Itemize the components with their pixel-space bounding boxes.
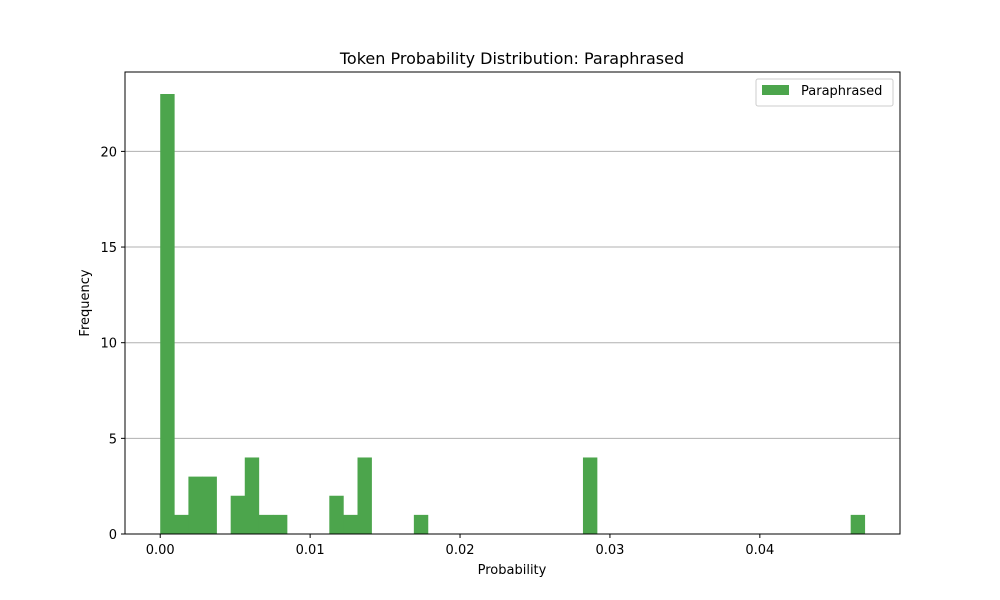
y-tick-label: 15	[100, 241, 117, 256]
x-tick-label: 0.00	[146, 543, 175, 558]
histogram-bar	[343, 514, 358, 534]
histogram-bar	[202, 476, 217, 534]
legend: Paraphrased	[755, 78, 894, 107]
grid-lines	[125, 150, 900, 439]
histogram-bar	[244, 457, 260, 534]
y-tick-label: 5	[109, 432, 117, 447]
histogram-bar	[413, 514, 429, 534]
histogram-bar	[357, 457, 372, 534]
histogram-bar	[272, 514, 288, 534]
x-tick-label: 0.03	[595, 543, 624, 558]
x-tick-label: 0.02	[446, 543, 475, 558]
histogram-bar	[258, 514, 274, 534]
bars	[160, 94, 866, 534]
histogram-bar	[160, 94, 175, 534]
y-axis: 0 5 10 15 20	[100, 145, 125, 543]
histogram-bar	[230, 495, 246, 534]
plot-frame	[124, 71, 901, 535]
histogram-bar	[582, 457, 598, 534]
x-axis: 0.00 0.01 0.02 0.03 0.04	[146, 534, 774, 558]
y-tick-label: 20	[100, 145, 117, 160]
x-tick-label: 0.01	[296, 543, 325, 558]
y-tick-label: 0	[109, 528, 117, 543]
legend-box	[755, 78, 894, 107]
histogram-bar	[850, 514, 866, 534]
histogram-bar	[329, 495, 344, 534]
y-axis-label: Frequency	[78, 269, 93, 336]
y-tick-label: 10	[100, 337, 117, 352]
legend-label: Paraphrased	[801, 84, 882, 99]
x-tick-label: 0.04	[745, 543, 774, 558]
chart-title: Token Probability Distribution: Paraphra…	[339, 49, 684, 68]
legend-swatch	[762, 85, 789, 95]
x-axis-label: Probability	[478, 563, 547, 578]
histogram-bar	[174, 514, 189, 534]
histogram-bar	[188, 476, 203, 534]
